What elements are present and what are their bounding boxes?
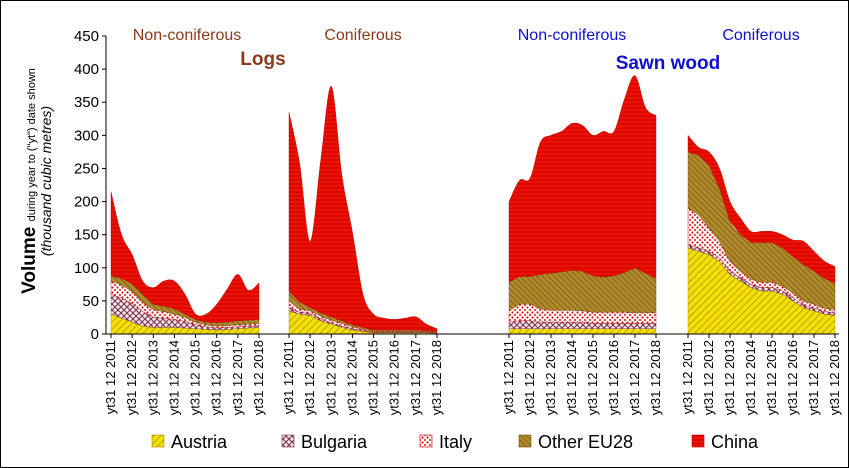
x-tick-label: yt31 12 2011 — [501, 340, 516, 414]
panel-4: Coniferous yt31 12 2011 yt31 12 2012 yt31 1… — [680, 27, 842, 415]
area-china-panel-3 — [508, 75, 657, 283]
x-tick-label: yt31 12 2014 — [344, 340, 359, 415]
x-tick-label: yt31 12 2012 — [522, 340, 537, 415]
x-tick-label: yt31 12 2018 — [827, 340, 842, 415]
area-china-panel-1 — [110, 191, 260, 323]
legend-label-china: China — [711, 432, 759, 452]
area-china-panel-2 — [288, 86, 438, 332]
x-tick-label: yt31 12 2016 — [606, 340, 621, 415]
x-tick-label: yt31 12 2013 — [145, 340, 160, 415]
y-tick-label: 100 — [74, 260, 99, 277]
x-tick-label: yt31 12 2015 — [366, 340, 381, 415]
legend-label-other-eu28: Other EU28 — [538, 432, 633, 452]
x-tick-label: yt31 12 2013 — [722, 340, 737, 415]
y-axis-title-sub: during year to ("yt") date shown — [26, 68, 38, 221]
x-tick-label: yt31 12 2012 — [124, 340, 139, 415]
legend-label-bulgaria: Bulgaria — [301, 432, 368, 452]
x-tick-label: yt31 12 2017 — [230, 340, 245, 415]
x-tick-label: yt31 12 2016 — [785, 340, 800, 415]
x-tick-label: yt31 12 2015 — [585, 340, 600, 415]
legend: Austria Bulgaria Italy Other EU28 China — [151, 432, 759, 452]
legend-swatch-china — [691, 434, 705, 448]
y-tick-label: 350 — [74, 94, 99, 111]
y-axis-title: Volume during year to ("yt") date shown — [19, 68, 40, 294]
panel-title-2: Coniferous — [324, 27, 401, 44]
area-austria-panel-3 — [508, 328, 657, 335]
y-tick-label: 50 — [82, 293, 99, 310]
x-tick-label: yt31 12 2016 — [209, 340, 224, 415]
panel-1: Non-coniferous yt31 12 2011 yt31 12 2012 yt… — [103, 27, 266, 415]
panels: Non-coniferous yt31 12 2011 yt31 12 2012 yt… — [103, 27, 842, 415]
legend-label-italy: Italy — [439, 432, 472, 452]
x-tick-label: yt31 12 2011 — [281, 340, 296, 414]
x-tick-label: yt31 12 2017 — [627, 340, 642, 415]
y-tick-label: 200 — [74, 194, 99, 211]
y-tick-label: 150 — [74, 227, 99, 244]
x-tick-label: yt31 12 2014 — [743, 340, 758, 415]
x-tick-label: yt31 12 2012 — [701, 340, 716, 415]
legend-swatch-other-eu28 — [518, 434, 532, 448]
y-axis-title-main: Volume — [19, 221, 40, 294]
x-tick-label: yt31 12 2014 — [166, 340, 181, 415]
y-tick-label: 400 — [74, 61, 99, 78]
y-tick-label: 250 — [74, 160, 99, 177]
panel-3: Non-coniferous yt31 12 2011 yt31 12 2012 yt… — [501, 27, 663, 415]
x-tick-label: yt31 12 2011 — [680, 340, 695, 414]
group-label-2: Sawn wood — [616, 53, 721, 74]
legend-swatch-bulgaria — [281, 434, 295, 448]
panel-title-4: Coniferous — [722, 27, 799, 44]
x-tick-label: yt31 12 2015 — [188, 340, 203, 415]
panel-2: Coniferous yt31 12 2011 yt31 12 2012 yt31 1… — [281, 27, 444, 415]
x-tick-label: yt31 12 2018 — [251, 340, 266, 415]
y-tick-label: 450 — [74, 28, 99, 45]
x-tick-label: yt31 12 2013 — [323, 340, 338, 415]
x-tick-label: yt31 12 2011 — [103, 340, 118, 414]
y-tick-label: 0 — [91, 326, 99, 343]
legend-swatch-austria — [151, 434, 165, 448]
x-tick-label: yt31 12 2012 — [302, 340, 317, 415]
x-tick-label: yt31 12 2014 — [564, 340, 579, 415]
axes: Logs Sawn wood 0 50 100 150 200 250 300 350 400 450… — [19, 28, 839, 343]
legend-label-austria: Austria — [171, 432, 228, 452]
panel-title-1: Non-coniferous — [133, 27, 242, 44]
y-axis-units: (thousand cubic metres) — [38, 106, 54, 256]
y-tick-label: 300 — [74, 127, 99, 144]
x-tick-label: yt31 12 2015 — [764, 340, 779, 415]
panel-title-3: Non-coniferous — [518, 27, 627, 44]
x-tick-label: yt31 12 2017 — [408, 340, 423, 415]
x-tick-label: yt31 12 2018 — [648, 340, 663, 415]
x-tick-label: yt31 12 2013 — [543, 340, 558, 415]
group-label-1: Logs — [240, 49, 285, 70]
x-tick-label: yt31 12 2017 — [806, 340, 821, 415]
x-tick-label: yt31 12 2018 — [429, 340, 444, 415]
area-china-panel-4 — [687, 134, 836, 284]
legend-swatch-italy — [419, 434, 433, 448]
x-tick-label: yt31 12 2016 — [387, 340, 402, 415]
